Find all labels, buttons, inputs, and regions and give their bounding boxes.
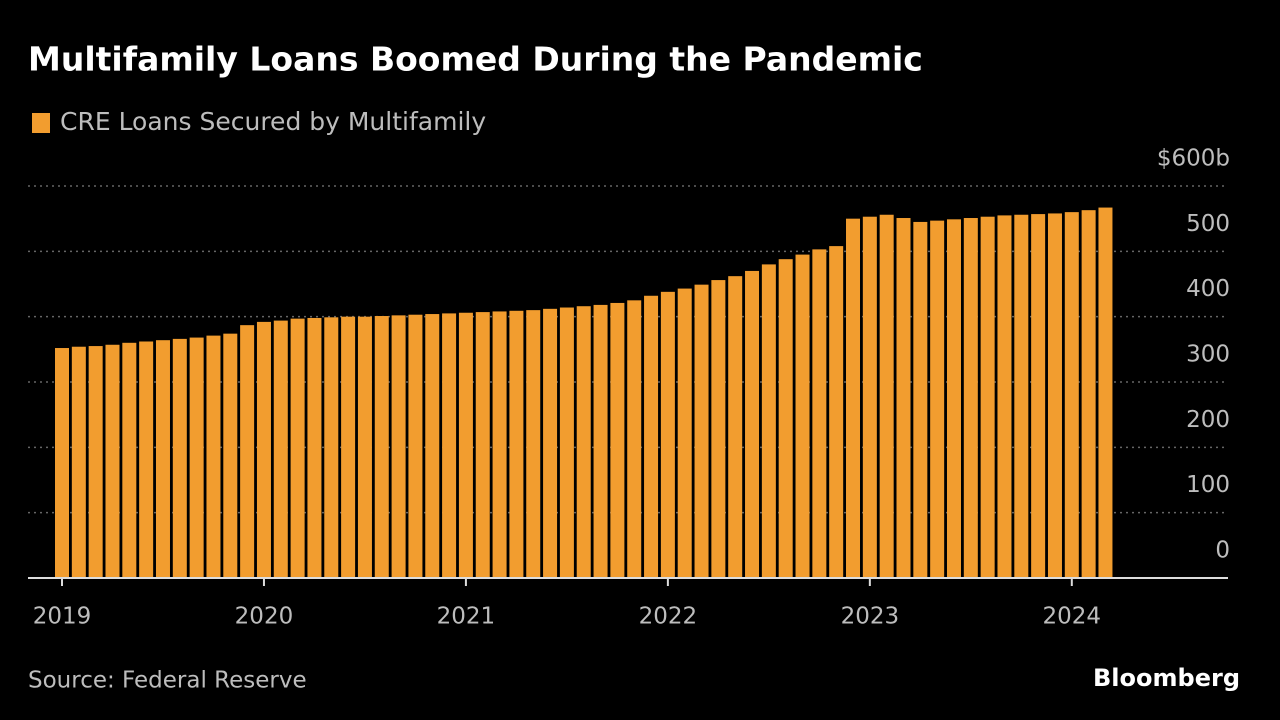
bar xyxy=(610,302,625,578)
bar xyxy=(559,307,574,578)
bar xyxy=(55,348,69,578)
bar xyxy=(139,341,154,578)
bar xyxy=(122,342,137,578)
bar xyxy=(963,218,978,578)
bar xyxy=(795,254,810,578)
bar xyxy=(408,314,423,578)
bar xyxy=(829,246,844,578)
bar xyxy=(846,218,861,578)
bar xyxy=(1047,213,1062,578)
bar xyxy=(543,308,558,578)
bar xyxy=(896,218,911,578)
x-tick-label: 2021 xyxy=(437,604,496,630)
bar xyxy=(189,337,204,578)
bar xyxy=(256,321,271,578)
x-tick-label: 2024 xyxy=(1043,604,1102,630)
bar xyxy=(930,220,945,579)
bar xyxy=(374,316,389,578)
x-tick-label: 2022 xyxy=(639,604,698,630)
bar xyxy=(357,316,372,578)
bar xyxy=(172,338,187,578)
brand: Bloomberg xyxy=(1093,664,1240,692)
bar xyxy=(593,304,608,578)
legend-label: CRE Loans Secured by Multifamily xyxy=(60,107,486,136)
bar xyxy=(913,221,928,578)
source: Source: Federal Reserve xyxy=(28,668,307,694)
bar xyxy=(1014,214,1029,578)
bar xyxy=(526,310,541,578)
y-tick-label: 200 xyxy=(1186,407,1230,433)
y-tick-label: 500 xyxy=(1186,211,1230,237)
bar xyxy=(391,315,406,578)
bar xyxy=(812,249,827,578)
bar xyxy=(88,346,103,578)
bar xyxy=(1098,207,1113,578)
bar xyxy=(677,288,692,578)
bar xyxy=(644,295,659,578)
bar xyxy=(997,215,1012,578)
bar xyxy=(728,276,743,578)
x-tick-label: 2020 xyxy=(235,604,294,630)
bar xyxy=(980,216,995,578)
bar xyxy=(694,284,709,578)
bar xyxy=(1081,210,1096,578)
bar xyxy=(1031,214,1046,579)
bar xyxy=(307,317,322,578)
y-tick-label: 400 xyxy=(1186,276,1230,302)
bar xyxy=(879,214,894,578)
y-tick-label: 0 xyxy=(1215,538,1230,564)
bar xyxy=(223,333,238,578)
bar xyxy=(627,300,642,578)
bar xyxy=(425,314,440,578)
legend-swatch xyxy=(32,113,50,133)
chart-title: Multifamily Loans Boomed During the Pand… xyxy=(28,40,923,79)
bar xyxy=(324,317,339,578)
bar xyxy=(458,312,473,578)
x-tick-label: 2019 xyxy=(33,604,92,630)
bar xyxy=(442,313,457,578)
bar xyxy=(946,219,961,578)
bar xyxy=(273,320,288,578)
bar xyxy=(206,335,221,578)
y-tick-label: 100 xyxy=(1186,472,1230,498)
x-tick-label: 2023 xyxy=(841,604,900,630)
bar xyxy=(240,325,255,578)
bar xyxy=(778,259,793,578)
bar xyxy=(745,270,760,578)
bar xyxy=(576,306,591,578)
bar xyxy=(509,310,524,578)
bar xyxy=(1064,212,1079,578)
bar xyxy=(475,312,490,578)
bar xyxy=(71,346,86,578)
bar xyxy=(341,316,356,578)
bar xyxy=(105,344,120,578)
bar xyxy=(660,291,675,578)
bar xyxy=(711,280,726,578)
bar xyxy=(492,311,507,578)
bar xyxy=(862,216,877,578)
y-tick-label: $600b xyxy=(1157,146,1230,172)
bar xyxy=(290,318,305,578)
bar xyxy=(155,340,170,578)
bar xyxy=(761,264,776,578)
y-tick-label: 300 xyxy=(1186,342,1230,368)
